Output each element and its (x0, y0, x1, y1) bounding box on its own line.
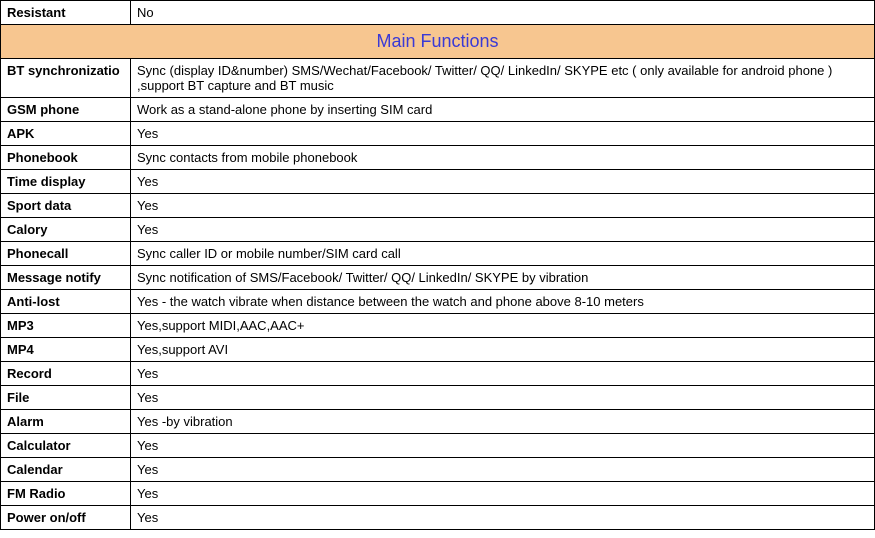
table-row: Sport dataYes (1, 194, 875, 218)
table-row: MP4Yes,support AVI (1, 338, 875, 362)
row-label: Calendar (1, 458, 131, 482)
row-label: GSM phone (1, 98, 131, 122)
row-label: Power on/off (1, 506, 131, 530)
table-row: FM RadioYes (1, 482, 875, 506)
row-value: Yes,support AVI (131, 338, 875, 362)
row-label: MP3 (1, 314, 131, 338)
table-row: Anti-lostYes - the watch vibrate when di… (1, 290, 875, 314)
row-label: FM Radio (1, 482, 131, 506)
table-row: AlarmYes -by vibration (1, 410, 875, 434)
row-value: Yes (131, 458, 875, 482)
row-value: Yes (131, 122, 875, 146)
table-row: PhonebookSync contacts from mobile phone… (1, 146, 875, 170)
table-row: Resistant No (1, 1, 875, 25)
table-row: FileYes (1, 386, 875, 410)
table-row: CaloryYes (1, 218, 875, 242)
row-label: Phonecall (1, 242, 131, 266)
row-value: Sync caller ID or mobile number/SIM card… (131, 242, 875, 266)
row-value: Yes (131, 170, 875, 194)
table-row: PhonecallSync caller ID or mobile number… (1, 242, 875, 266)
row-value: Yes - the watch vibrate when distance be… (131, 290, 875, 314)
row-label: Phonebook (1, 146, 131, 170)
row-label: Time display (1, 170, 131, 194)
row-label: Message notify (1, 266, 131, 290)
row-value: Yes (131, 362, 875, 386)
row-value: Yes -by vibration (131, 410, 875, 434)
row-value: Yes (131, 506, 875, 530)
table-row: CalendarYes (1, 458, 875, 482)
row-value: Sync contacts from mobile phonebook (131, 146, 875, 170)
row-label: APK (1, 122, 131, 146)
table-row: Time displayYes (1, 170, 875, 194)
row-value: Yes,support MIDI,AAC,AAC+ (131, 314, 875, 338)
section-header: Main Functions (1, 25, 875, 59)
table-row: CalculatorYes (1, 434, 875, 458)
table-row: Message notifySync notification of SMS/F… (1, 266, 875, 290)
table-row: APKYes (1, 122, 875, 146)
row-label: Alarm (1, 410, 131, 434)
row-value: No (131, 1, 875, 25)
table-row: RecordYes (1, 362, 875, 386)
row-label: MP4 (1, 338, 131, 362)
row-label: File (1, 386, 131, 410)
row-value: Yes (131, 386, 875, 410)
row-value: Work as a stand-alone phone by inserting… (131, 98, 875, 122)
row-label: Sport data (1, 194, 131, 218)
row-label: Calory (1, 218, 131, 242)
row-value: Yes (131, 194, 875, 218)
table-row: Power on/offYes (1, 506, 875, 530)
row-value: Yes (131, 434, 875, 458)
row-value: Sync notification of SMS/Facebook/ Twitt… (131, 266, 875, 290)
row-label: Record (1, 362, 131, 386)
section-header-row: Main Functions (1, 25, 875, 59)
table-row: BT synchronizatioSync (display ID&number… (1, 59, 875, 98)
row-label: Resistant (1, 1, 131, 25)
table-row: MP3Yes,support MIDI,AAC,AAC+ (1, 314, 875, 338)
row-label: BT synchronizatio (1, 59, 131, 98)
row-value: Yes (131, 482, 875, 506)
table-row: GSM phoneWork as a stand-alone phone by … (1, 98, 875, 122)
row-value: Yes (131, 218, 875, 242)
row-value: Sync (display ID&number) SMS/Wechat/Face… (131, 59, 875, 98)
row-label: Calculator (1, 434, 131, 458)
row-label: Anti-lost (1, 290, 131, 314)
spec-table: Resistant No Main Functions BT synchroni… (0, 0, 875, 530)
